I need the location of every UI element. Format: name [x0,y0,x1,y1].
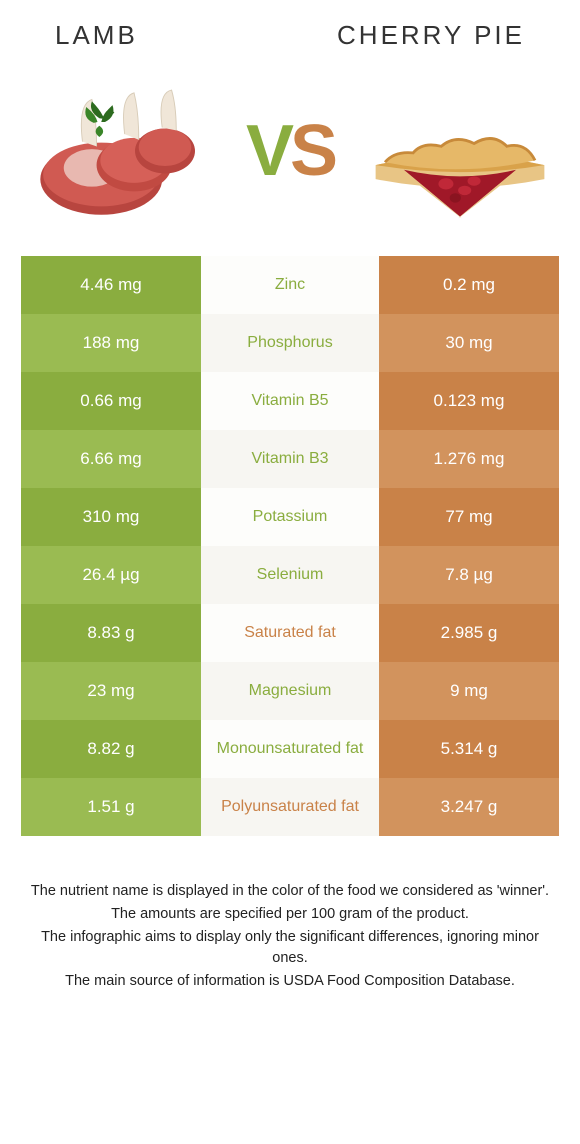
right-value-cell: 0.2 mg [379,256,559,314]
vs-s: S [290,110,334,192]
right-value-cell: 77 mg [379,488,559,546]
lamb-icon [25,76,215,226]
table-row: 0.66 mgVitamin B50.123 mg [21,372,559,430]
pie-image [360,71,560,231]
right-food-title: Cherry pie [337,20,525,51]
right-value-cell: 5.314 g [379,720,559,778]
footer-line-1: The nutrient name is displayed in the co… [25,881,555,902]
nutrient-label-cell: Magnesium [201,662,379,720]
right-value-cell: 2.985 g [379,604,559,662]
nutrient-label-cell: Potassium [201,488,379,546]
right-value-cell: 9 mg [379,662,559,720]
table-row: 23 mgMagnesium9 mg [21,662,559,720]
nutrient-label-cell: Vitamin B5 [201,372,379,430]
left-value-cell: 23 mg [21,662,201,720]
footer-line-2: The amounts are specified per 100 gram o… [25,904,555,925]
vs-v: V [246,110,290,192]
table-row: 188 mgPhosphorus30 mg [21,314,559,372]
left-value-cell: 310 mg [21,488,201,546]
table-row: 310 mgPotassium77 mg [21,488,559,546]
left-value-cell: 6.66 mg [21,430,201,488]
vs-label: VS [246,110,334,192]
nutrient-label-cell: Saturated fat [201,604,379,662]
right-value-cell: 30 mg [379,314,559,372]
left-value-cell: 1.51 g [21,778,201,836]
right-value-cell: 1.276 mg [379,430,559,488]
nutrient-label-cell: Vitamin B3 [201,430,379,488]
right-value-cell: 0.123 mg [379,372,559,430]
table-row: 4.46 mgZinc0.2 mg [21,256,559,314]
left-value-cell: 26.4 µg [21,546,201,604]
infographic-container: Lamb Cherry pie [0,0,580,1014]
right-value-cell: 7.8 µg [379,546,559,604]
left-value-cell: 8.83 g [21,604,201,662]
right-value-cell: 3.247 g [379,778,559,836]
nutrient-label-cell: Selenium [201,546,379,604]
comparison-table: 4.46 mgZinc0.2 mg188 mgPhosphorus30 mg0.… [21,256,559,836]
left-food-title: Lamb [55,20,138,51]
nutrient-label-cell: Monounsaturated fat [201,720,379,778]
nutrient-label-cell: Polyunsaturated fat [201,778,379,836]
lamb-image [20,71,220,231]
table-row: 6.66 mgVitamin B31.276 mg [21,430,559,488]
footer-line-3: The infographic aims to display only the… [25,927,555,969]
nutrient-label-cell: Zinc [201,256,379,314]
left-value-cell: 8.82 g [21,720,201,778]
table-row: 26.4 µgSelenium7.8 µg [21,546,559,604]
table-row: 8.83 gSaturated fat2.985 g [21,604,559,662]
table-row: 8.82 gMonounsaturated fat5.314 g [21,720,559,778]
left-value-cell: 4.46 mg [21,256,201,314]
cherry-pie-icon [365,76,555,226]
header: Lamb Cherry pie [0,0,580,61]
footer-notes: The nutrient name is displayed in the co… [0,836,580,1014]
left-value-cell: 0.66 mg [21,372,201,430]
footer-line-4: The main source of information is USDA F… [25,971,555,992]
left-value-cell: 188 mg [21,314,201,372]
table-row: 1.51 gPolyunsaturated fat3.247 g [21,778,559,836]
nutrient-label-cell: Phosphorus [201,314,379,372]
hero-row: VS [0,61,580,256]
